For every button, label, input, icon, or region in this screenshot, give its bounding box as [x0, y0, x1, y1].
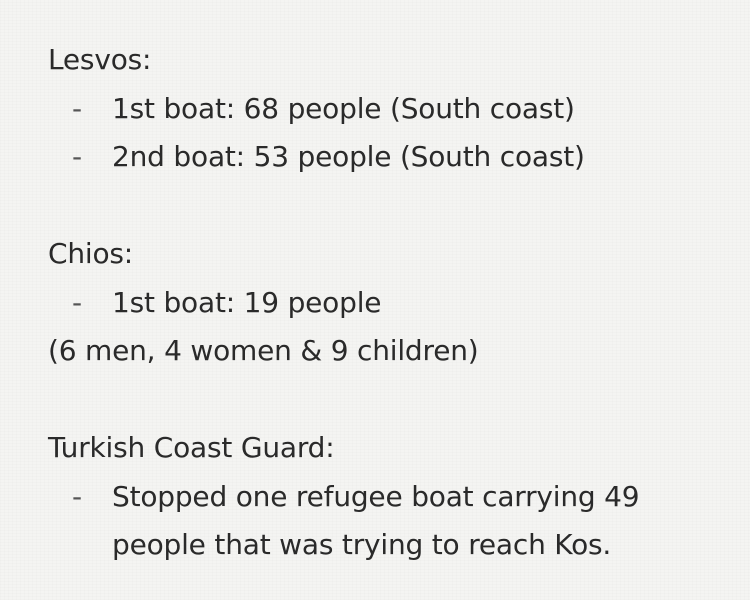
blank-line: [48, 182, 728, 231]
section-heading-turkish-coast-guard: Turkish Coast Guard:: [48, 431, 335, 464]
list-item-text: 1st boat: 19 people: [112, 285, 382, 319]
bullet-dash: -: [72, 479, 82, 513]
list-item-text: Stopped one refugee boat carrying 49 peo…: [112, 473, 728, 570]
blank-line: [48, 376, 728, 425]
list-item-text-line-2: people that was trying to reach Kos.: [112, 528, 612, 561]
bullet-dash: -: [72, 91, 82, 125]
section-heading-chios: Chios:: [48, 237, 134, 270]
list-item-text-line-1: Stopped one refugee boat carrying 49: [112, 479, 640, 513]
note-body: Lesvos: - 1st boat: 68 people (South coa…: [48, 36, 728, 570]
list-item: - Stopped one refugee boat carrying 49 p…: [48, 473, 728, 570]
list-item-text: 2nd boat: 53 people (South coast): [112, 140, 585, 173]
bullet-dash: -: [72, 140, 82, 173]
list-item-text: 1st boat: 68 people (South coast): [112, 91, 575, 125]
bullet-dash: -: [72, 285, 82, 319]
section-heading-lesvos: Lesvos:: [48, 43, 152, 76]
list-item: - 1st boat: 19 people: [48, 279, 728, 328]
list-item: - 2nd boat: 53 people (South coast): [48, 133, 728, 182]
list-item: - 1st boat: 68 people (South coast): [48, 85, 728, 134]
section-note-chios: (6 men, 4 women & 9 children): [48, 334, 479, 367]
